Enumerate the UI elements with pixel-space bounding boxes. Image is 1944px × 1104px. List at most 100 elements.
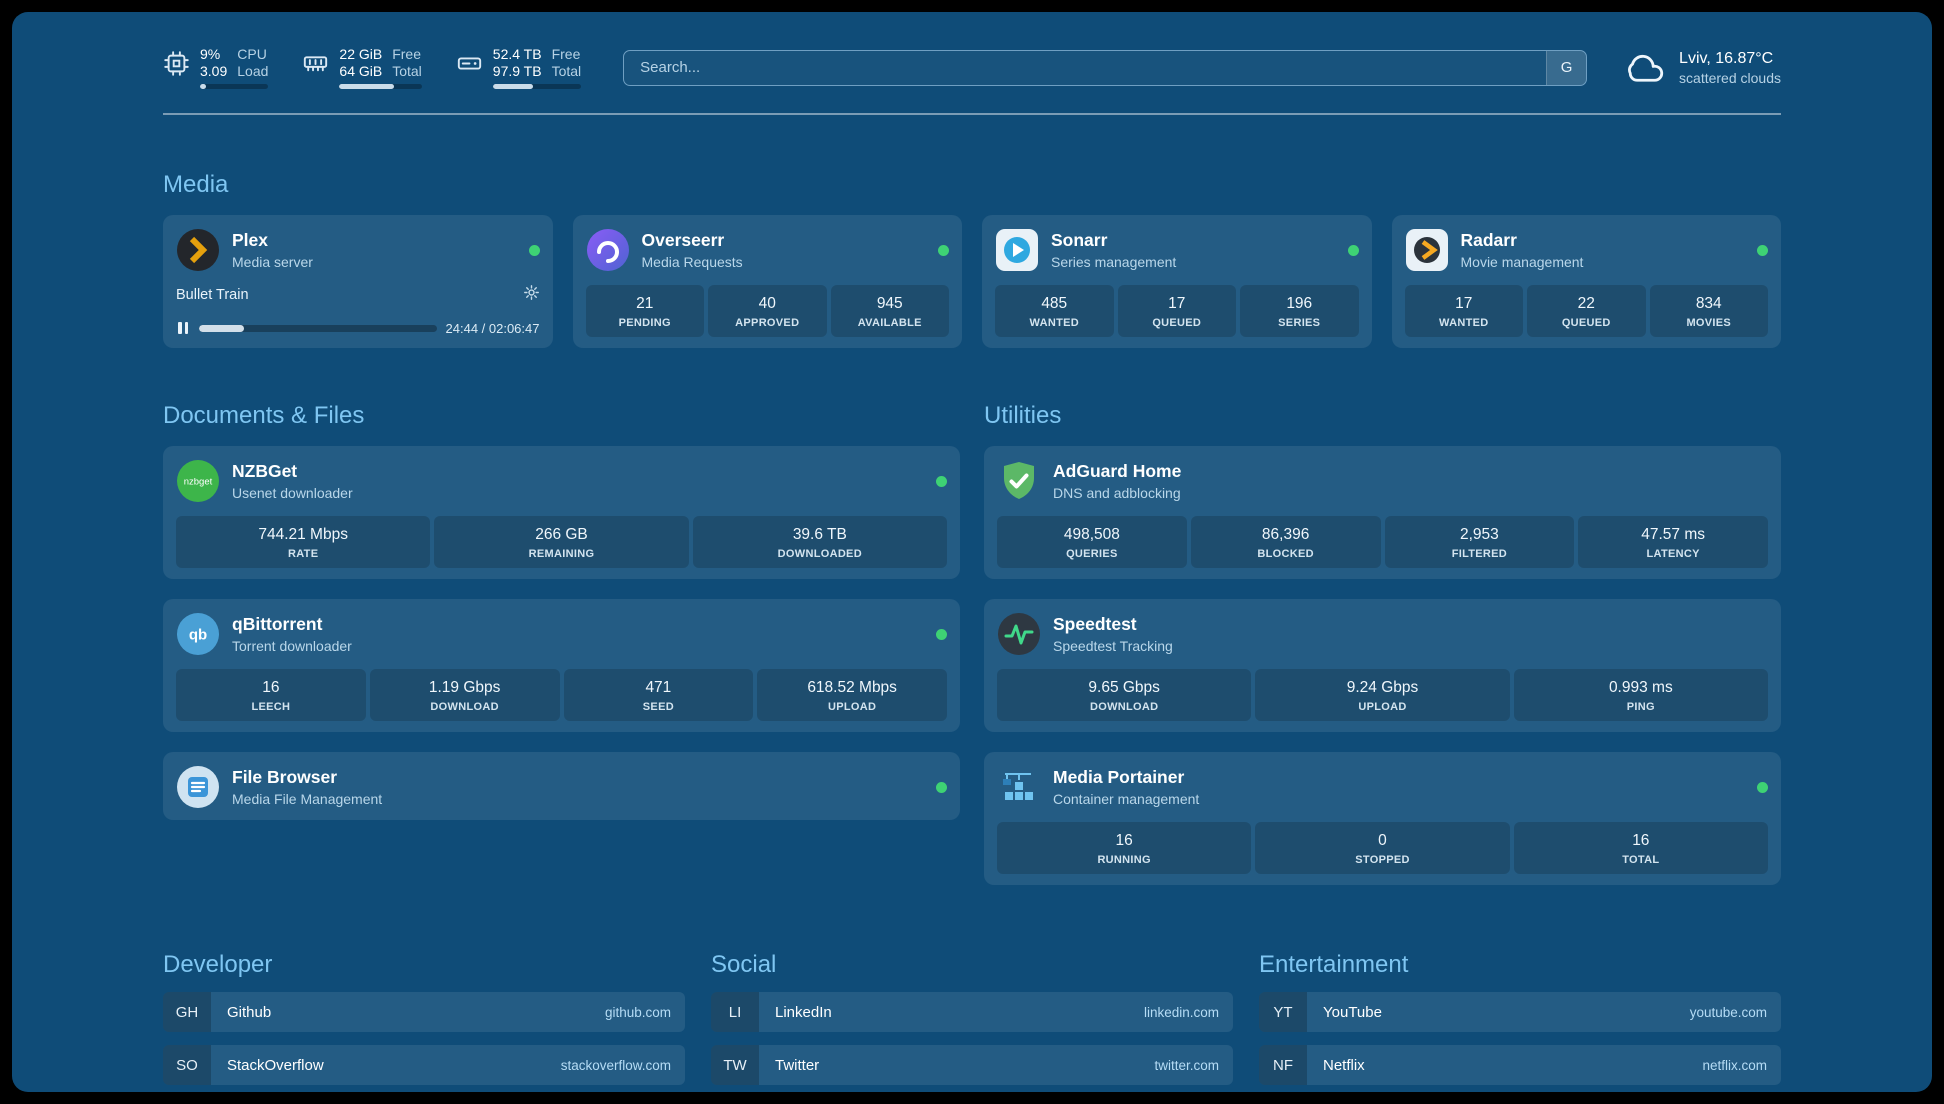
stat-label: PENDING xyxy=(618,317,671,329)
stat-value: 1.19 Gbps xyxy=(428,679,501,696)
status-dot xyxy=(936,781,947,793)
stat-label: QUEUED xyxy=(1561,317,1611,329)
adguard-meta: AdGuard Home DNS and adblocking xyxy=(1053,461,1181,501)
documents-column: Documents & Files nzbget NZBGet Usenet d… xyxy=(163,402,960,820)
overseerr-stats: 21 PENDING 40 APPROVED 945 AVAILABLE xyxy=(585,285,949,337)
portainer-crane-icon xyxy=(997,765,1041,809)
stat-box: 22 QUEUED xyxy=(1527,285,1646,337)
dashboard-page: 9% CPU 3.09 Load 22 GiB Free 64 G xyxy=(12,12,1932,1092)
stat-value: 744.21 Mbps xyxy=(258,526,348,543)
cloud-icon xyxy=(1625,47,1667,89)
stat-label: LEECH xyxy=(251,701,291,713)
stat-value: 21 xyxy=(636,295,654,312)
plex-app-link[interactable]: Plex Media server xyxy=(176,228,540,272)
stat-box: 196 SERIES xyxy=(1240,285,1359,337)
stat-value: 9.65 Gbps xyxy=(1088,679,1160,696)
adguard-app-link[interactable]: AdGuard Home DNS and adblocking xyxy=(997,459,1768,503)
cpu-widget: 9% CPU 3.09 Load xyxy=(163,46,269,89)
stat-label: MOVIES xyxy=(1686,317,1732,329)
filebrowser-app-link[interactable]: File Browser Media File Management xyxy=(176,765,947,809)
search-input[interactable] xyxy=(624,50,1547,85)
stat-label: SERIES xyxy=(1278,317,1321,329)
app-name: AdGuard Home xyxy=(1053,461,1182,481)
stat-box: 17 WANTED xyxy=(1404,285,1523,337)
nzbget-app-link[interactable]: nzbget NZBGet Usenet downloader xyxy=(176,459,947,503)
cpu-usage-label: CPU xyxy=(237,46,267,62)
bookmark-abbr: GH xyxy=(163,992,211,1032)
stat-box: 0.993 ms PING xyxy=(1513,669,1768,721)
qbittorrent-icon: qb xyxy=(176,612,220,656)
cpu-usage-value: 9% xyxy=(200,46,221,62)
app-name: File Browser xyxy=(232,767,338,787)
bookmark-abbr: SO xyxy=(163,1045,211,1085)
bookmark-abbr: TW xyxy=(711,1045,759,1085)
stat-value: 86,396 xyxy=(1261,526,1310,543)
bookmark-name: LinkedIn xyxy=(775,1003,832,1021)
memory-widget: 22 GiB Free 64 GiB Total xyxy=(302,46,422,89)
app-subtitle: Container management xyxy=(1053,791,1200,807)
playback-progress-fill xyxy=(199,324,245,332)
disk-free-label: Free xyxy=(551,46,581,62)
section-title-social: Social xyxy=(711,951,777,978)
qbittorrent-meta: qBittorrent Torrent downloader xyxy=(232,614,352,654)
stat-box: 40 APPROVED xyxy=(708,285,827,337)
disk-total-label: Total xyxy=(551,63,582,79)
qbittorrent-app-link[interactable]: qb qBittorrent Torrent downloader xyxy=(176,612,947,656)
bookmark-name: StackOverflow xyxy=(227,1056,324,1074)
pause-icon[interactable] xyxy=(176,320,190,336)
sonarr-app-link[interactable]: Sonarr Series management xyxy=(995,228,1359,272)
stat-label: TOTAL xyxy=(1622,854,1660,866)
stat-value: 47.57 ms xyxy=(1641,526,1705,543)
bookmark-name: YouTube xyxy=(1323,1003,1382,1021)
app-subtitle: Speedtest Tracking xyxy=(1053,638,1173,654)
app-subtitle: Torrent downloader xyxy=(232,638,352,654)
stat-box: 0 STOPPED xyxy=(1255,822,1510,874)
search-provider-button[interactable]: G xyxy=(1546,50,1587,85)
app-name: Plex xyxy=(232,230,268,250)
bookmarks-section: Developer GH Github github.com SO StackO… xyxy=(163,951,1781,1092)
portainer-card: Media Portainer Container management 16 R… xyxy=(984,752,1781,885)
stat-label: REMAINING xyxy=(528,548,595,560)
stat-box: 9.65 Gbps DOWNLOAD xyxy=(997,669,1252,721)
stat-box: 16 TOTAL xyxy=(1513,822,1768,874)
stat-label: LATENCY xyxy=(1646,548,1700,560)
stat-value: 945 xyxy=(876,295,903,312)
playback-progress-track[interactable] xyxy=(199,324,437,332)
bookmark-linkedin[interactable]: LI LinkedIn linkedin.com xyxy=(711,992,1233,1032)
nzbget-card: nzbget NZBGet Usenet downloader 744.21 M… xyxy=(163,446,960,579)
stat-box: 9.24 Gbps UPLOAD xyxy=(1255,669,1510,721)
adguard-shield-icon xyxy=(997,459,1041,503)
bookmark-twitter[interactable]: TW Twitter twitter.com xyxy=(711,1045,1233,1085)
speedtest-app-link[interactable]: Speedtest Speedtest Tracking xyxy=(997,612,1768,656)
bookmark-netflix[interactable]: NF Netflix netflix.com xyxy=(1259,1045,1781,1085)
cpu-progress-track xyxy=(200,84,269,89)
playback-time: 24:44 / 02:06:47 xyxy=(445,320,540,336)
stat-value: 17 xyxy=(1455,295,1473,312)
stat-value: 834 xyxy=(1695,295,1722,312)
bookmark-stackoverflow[interactable]: SO StackOverflow stackoverflow.com xyxy=(163,1045,685,1085)
disk-progress-track xyxy=(492,84,582,89)
app-name: Radarr xyxy=(1460,230,1517,250)
adguard-stats: 498,508 QUERIES 86,396 BLOCKED 2,953 FILTER… xyxy=(997,516,1768,568)
plex-icon xyxy=(176,228,220,272)
disk-readout: 52.4 TB Free 97.9 TB Total xyxy=(492,46,582,89)
stat-value: 40 xyxy=(758,295,776,312)
overseerr-card: Overseerr Media Requests 21 PENDING 40 APP… xyxy=(572,215,962,348)
stat-value: 618.52 Mbps xyxy=(807,679,897,696)
stat-value: 17 xyxy=(1168,295,1186,312)
radarr-app-link[interactable]: Radarr Movie management xyxy=(1405,228,1768,272)
gear-icon[interactable] xyxy=(523,284,540,306)
speedtest-pulse-icon xyxy=(997,612,1041,656)
stat-label: QUEUED xyxy=(1152,317,1202,329)
portainer-app-link[interactable]: Media Portainer Container management xyxy=(997,765,1768,809)
bookmark-youtube[interactable]: YT YouTube youtube.com xyxy=(1259,992,1781,1032)
radarr-meta: Radarr Movie management xyxy=(1461,230,1584,270)
bookmark-github[interactable]: GH Github github.com xyxy=(163,992,685,1032)
media-player-row: 24:44 / 02:06:47 xyxy=(176,320,540,336)
overseerr-app-link[interactable]: Overseerr Media Requests xyxy=(586,228,949,272)
stat-box: 266 GB REMAINING xyxy=(434,516,689,568)
stat-box: 16 RUNNING xyxy=(997,822,1252,874)
stat-value: 485 xyxy=(1041,295,1068,312)
stat-label: DOWNLOAD xyxy=(1089,701,1159,713)
adguard-card: AdGuard Home DNS and adblocking 498,508 Q… xyxy=(984,446,1781,579)
